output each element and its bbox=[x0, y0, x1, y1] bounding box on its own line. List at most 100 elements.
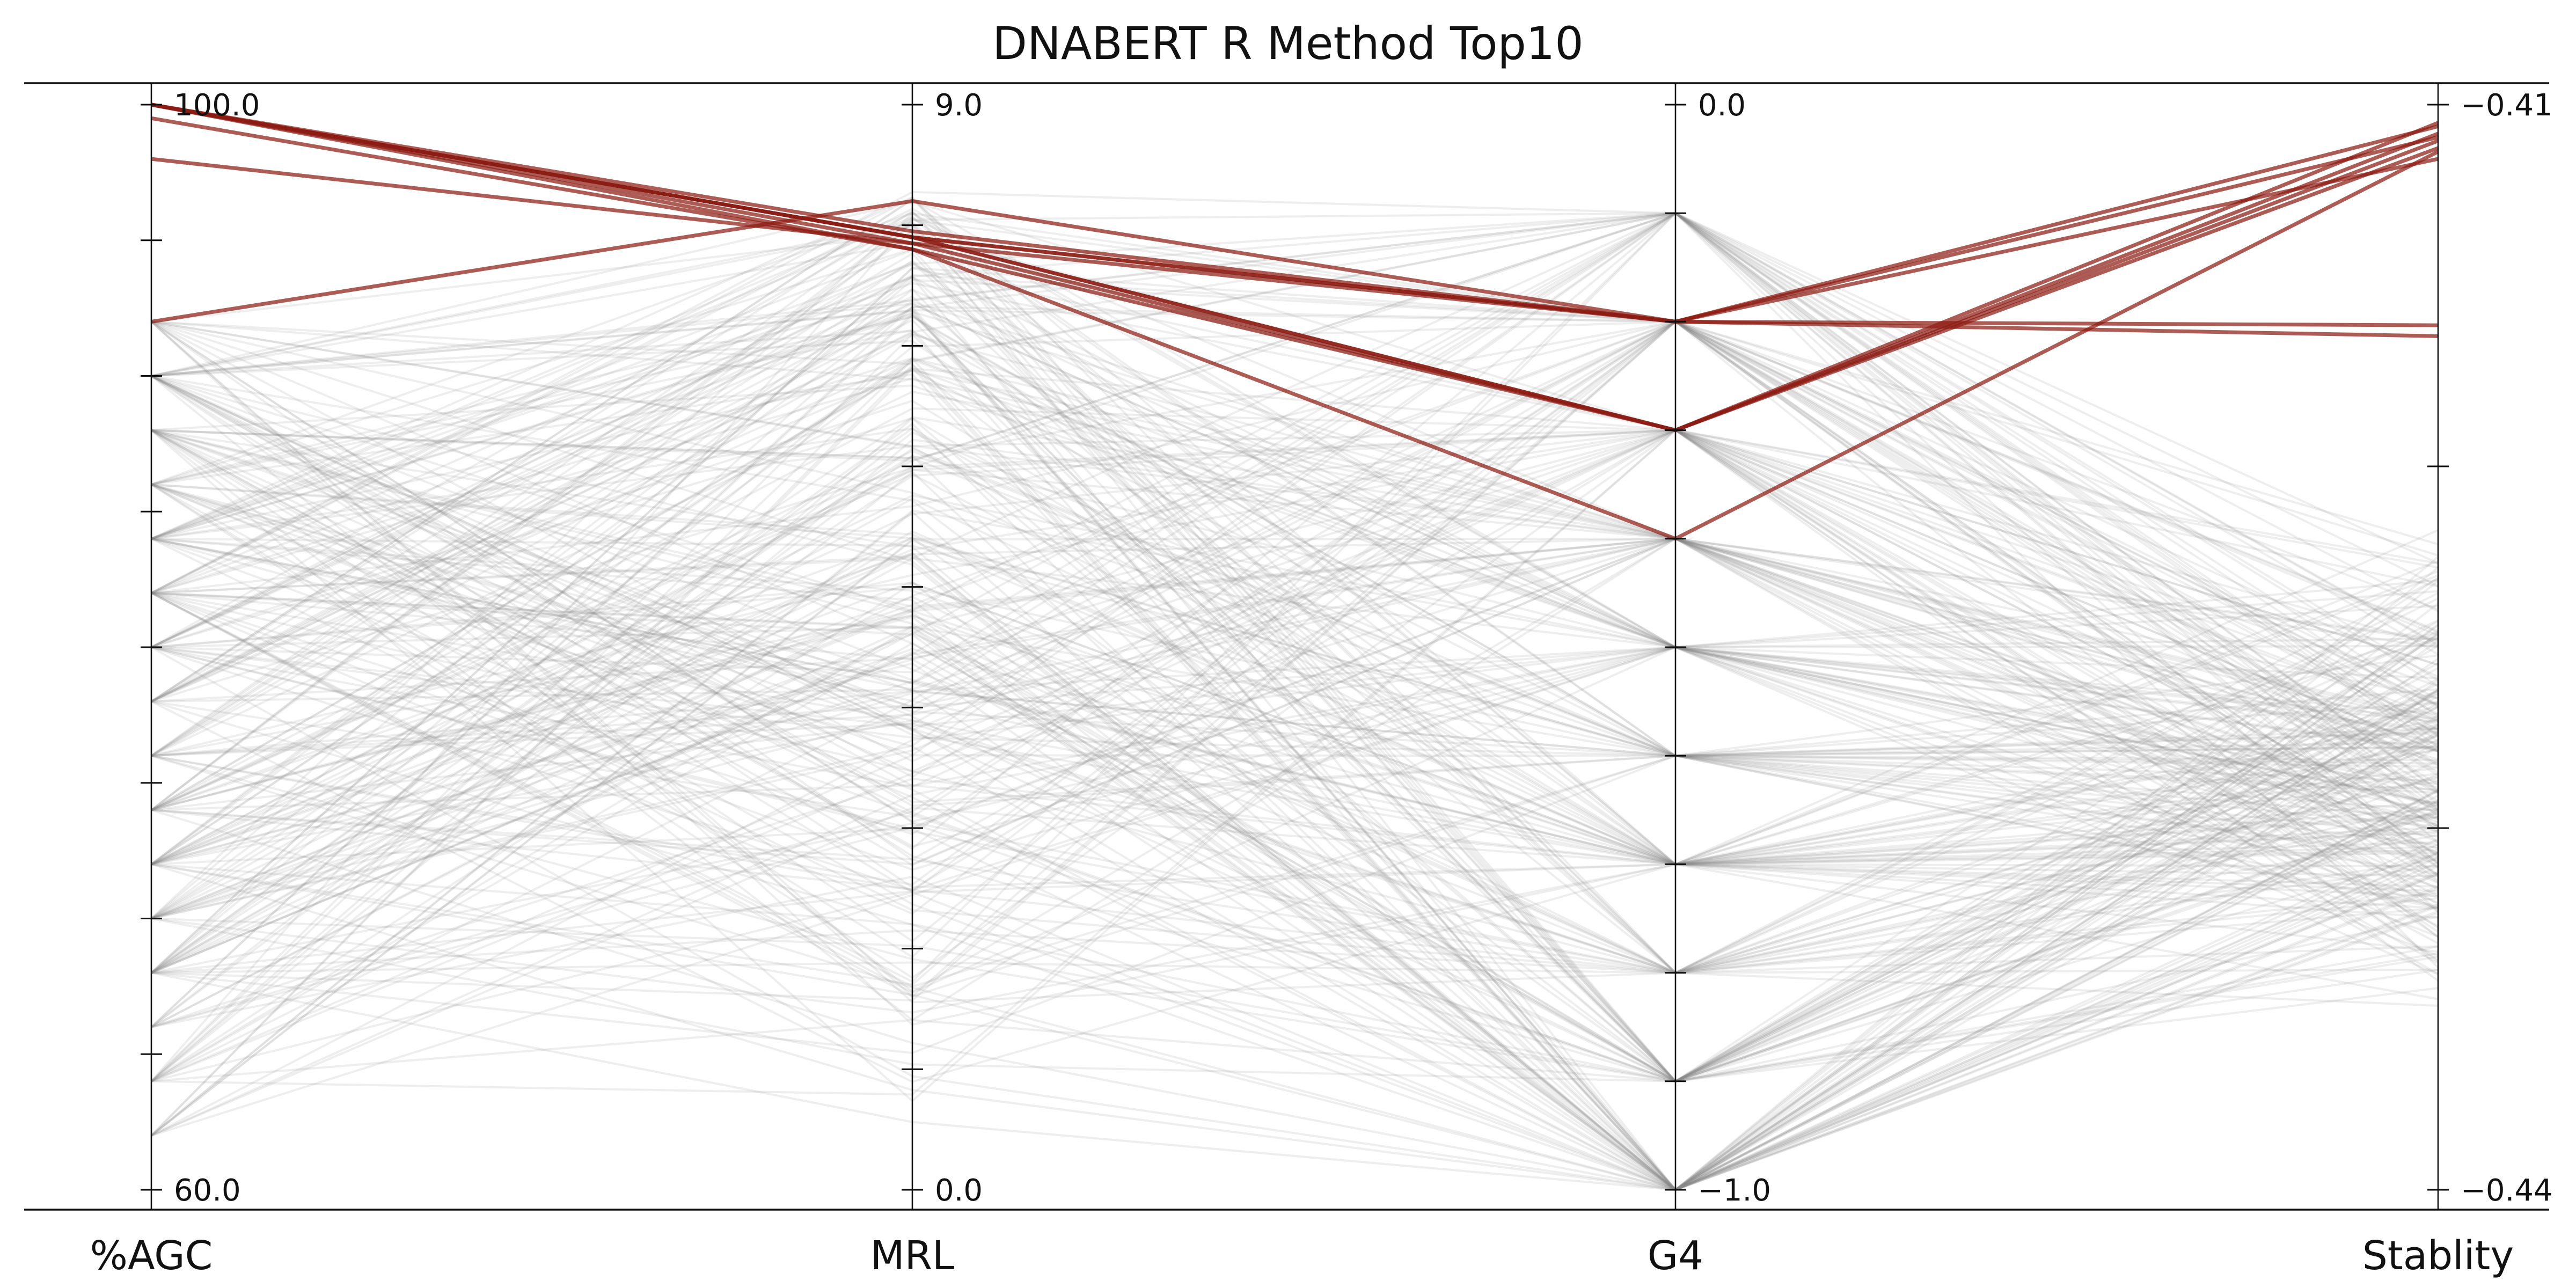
background-series-line bbox=[151, 429, 2439, 861]
background-series-line bbox=[151, 216, 2439, 828]
background-series-line bbox=[151, 689, 2439, 1191]
background-series-line bbox=[151, 211, 2439, 791]
axis-max-label: 9.0 bbox=[935, 88, 983, 123]
background-series-line bbox=[150, 320, 2439, 943]
background-series-line bbox=[150, 312, 2439, 1083]
background-series-line bbox=[151, 483, 2439, 877]
background-series-line bbox=[151, 320, 2439, 858]
background-series-line bbox=[150, 455, 2439, 1028]
background-series-line bbox=[151, 211, 2439, 1082]
background-series-line bbox=[151, 196, 2439, 974]
background-series-line bbox=[151, 555, 2439, 1191]
background-series-line bbox=[151, 429, 2439, 805]
background-series-line bbox=[151, 375, 2439, 1191]
background-series-line bbox=[151, 357, 2439, 1191]
background-series-line bbox=[151, 537, 2439, 757]
highlight-series-line bbox=[151, 135, 2439, 324]
background-series-line bbox=[151, 309, 2439, 877]
background-series-line bbox=[150, 216, 2439, 888]
background-series-line bbox=[151, 591, 2439, 974]
background-series-line bbox=[150, 416, 2439, 927]
background-series-line bbox=[151, 429, 2439, 1191]
background-series-line bbox=[151, 677, 2439, 1082]
background-series-line bbox=[151, 429, 2439, 884]
background-series-line bbox=[150, 510, 2439, 1191]
background-series-line bbox=[151, 429, 2439, 1191]
background-series-line bbox=[150, 427, 2439, 1083]
background-series-line bbox=[151, 211, 2439, 1082]
background-series-line bbox=[151, 552, 2439, 1191]
background-series-line bbox=[151, 320, 2439, 986]
background-series-line bbox=[150, 222, 2439, 1083]
background-series-line bbox=[151, 537, 2439, 866]
background-series-line bbox=[151, 320, 2439, 719]
background-series-line bbox=[151, 262, 2439, 957]
background-series-line bbox=[151, 537, 2439, 920]
background-series-line bbox=[150, 279, 2439, 920]
background-series-line bbox=[151, 288, 2439, 1083]
highlight-series-line bbox=[151, 103, 2439, 327]
background-series-line bbox=[151, 191, 2439, 682]
background-series-line bbox=[150, 209, 2439, 1083]
background-series-line bbox=[151, 211, 2439, 910]
axis-title: %AGC bbox=[90, 1233, 213, 1279]
axis-min-label: −1.0 bbox=[1698, 1173, 1771, 1208]
background-series-line bbox=[151, 591, 2439, 1191]
background-series-line bbox=[151, 330, 2439, 757]
background-series-line bbox=[151, 303, 2439, 823]
background-series-line bbox=[151, 680, 2439, 920]
background-series-line bbox=[151, 591, 2439, 1082]
background-series-line bbox=[151, 429, 2439, 866]
background-series-line bbox=[151, 537, 2439, 703]
background-series-line bbox=[150, 320, 2439, 998]
background-series-line bbox=[151, 390, 2439, 843]
background-series-line bbox=[150, 212, 2439, 939]
background-series-line bbox=[151, 552, 2439, 1191]
background-series-line bbox=[151, 427, 2439, 953]
background-series-line bbox=[150, 367, 2439, 865]
background-series-line bbox=[151, 646, 2439, 733]
background-series-line bbox=[151, 646, 2439, 757]
background-series-line bbox=[151, 310, 2439, 1191]
axis-min-label: −0.44 bbox=[2461, 1173, 2553, 1208]
background-series-line bbox=[151, 320, 2439, 1028]
background-series-line bbox=[151, 211, 2439, 983]
background-series-line bbox=[151, 662, 2439, 1191]
background-series-line bbox=[151, 314, 2439, 898]
background-series-line bbox=[151, 429, 2439, 938]
background-series-line bbox=[151, 537, 2439, 1083]
background-series-line bbox=[150, 252, 2439, 1083]
background-series-line bbox=[151, 211, 2439, 850]
background-series-line bbox=[151, 308, 2439, 1191]
highlight-series-line bbox=[151, 103, 2439, 324]
axis-max-label: 0.0 bbox=[1698, 88, 1746, 123]
background-series-line bbox=[150, 530, 2439, 974]
background-series-line bbox=[150, 366, 2439, 1191]
axis-max-label: −0.41 bbox=[2461, 88, 2553, 123]
background-series-line bbox=[150, 314, 2439, 1028]
background-series-line bbox=[151, 407, 2439, 828]
background-series-line bbox=[151, 429, 2439, 889]
background-series-line bbox=[151, 788, 2439, 1191]
background-series-line bbox=[151, 316, 2439, 757]
background-series-line bbox=[151, 483, 2439, 782]
background-series-line bbox=[150, 305, 2439, 1191]
background-series-line bbox=[151, 597, 2439, 974]
background-series-line bbox=[151, 580, 2439, 1191]
background-series-line bbox=[150, 438, 2439, 1082]
background-series-line bbox=[151, 760, 2439, 1082]
background-series-line bbox=[150, 320, 2439, 1026]
background-series-line bbox=[151, 625, 2439, 974]
background-series-group bbox=[150, 191, 2439, 1191]
background-series-line bbox=[151, 429, 2439, 768]
background-series-line bbox=[150, 422, 2439, 1191]
background-series-line bbox=[151, 807, 2439, 1137]
background-series-line bbox=[150, 197, 2439, 866]
background-series-line bbox=[151, 357, 2439, 854]
background-series-line bbox=[150, 416, 2439, 1082]
background-series-line bbox=[150, 267, 2439, 974]
background-series-line bbox=[151, 217, 2439, 745]
background-series-line bbox=[151, 784, 2439, 866]
